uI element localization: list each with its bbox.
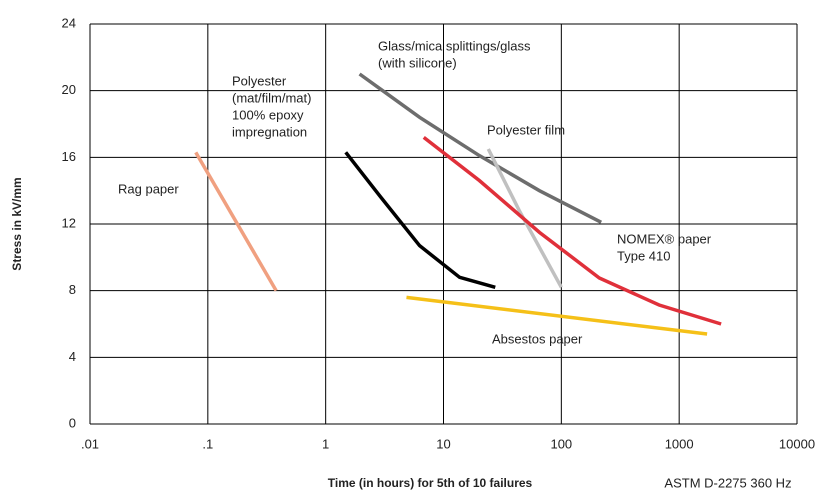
y-tick-label: 16 — [62, 149, 76, 164]
series-line — [344, 151, 496, 290]
y-tick-label: 24 — [62, 15, 76, 30]
series-line — [358, 72, 603, 224]
series-label: Type 410 — [617, 248, 671, 263]
x-tick-label: 1000 — [665, 436, 694, 451]
x-tick-label: .1 — [202, 436, 213, 451]
x-tick-label: 100 — [550, 436, 572, 451]
x-axis-title: Time (in hours) for 5th of 10 failures — [328, 476, 533, 490]
y-tick-label: 12 — [62, 215, 76, 230]
y-tick-label: 0 — [69, 415, 76, 430]
x-tick-label: .01 — [81, 436, 99, 451]
x-tick-label: 10 — [436, 436, 450, 451]
series-label: Absestos paper — [492, 331, 583, 346]
series-label: (with silicone) — [378, 55, 457, 70]
x-tick-label: 1 — [322, 436, 329, 451]
series-line — [422, 135, 722, 326]
series-label: (mat/film/mat) — [232, 90, 311, 105]
series-label: NOMEX® paper — [617, 231, 712, 246]
x-tick-label: 10000 — [779, 436, 815, 451]
note: ASTM D-2275 360 Hz — [664, 475, 791, 490]
y-axis-title: Stress in kV/mm — [10, 177, 24, 270]
y-tick-label: 20 — [62, 82, 76, 97]
series-label: Polyester film — [487, 122, 565, 137]
y-tick-label: 4 — [69, 349, 76, 364]
series-line — [194, 151, 278, 292]
series-label: Glass/mica splittings/glass — [378, 38, 531, 53]
series-line — [406, 295, 708, 336]
series-line — [486, 148, 563, 289]
series-label: Rag paper — [118, 181, 179, 196]
series-label: Polyester — [232, 73, 287, 88]
series-label: impregnation — [232, 124, 307, 139]
series-label: 100% epoxy — [232, 107, 304, 122]
y-tick-label: 8 — [69, 282, 76, 297]
